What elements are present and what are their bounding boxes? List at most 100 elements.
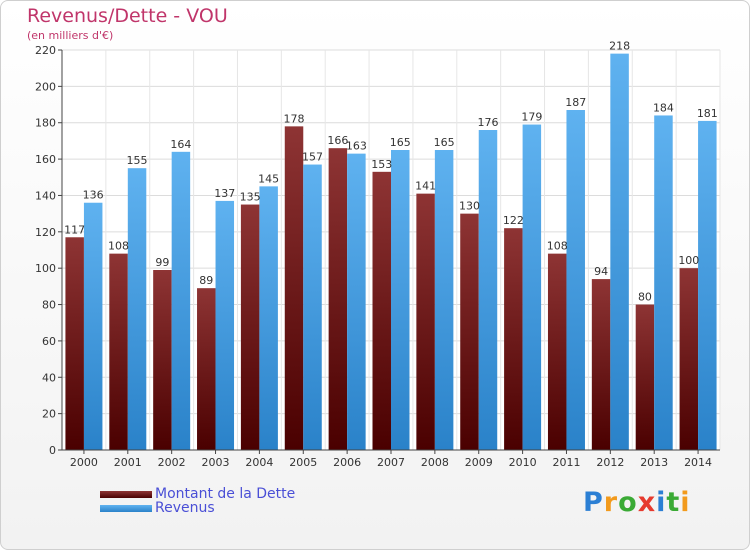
bar-revenus <box>347 153 366 451</box>
bar-revenus <box>83 202 103 450</box>
bar-dette <box>591 279 611 450</box>
bar-dette <box>679 268 699 450</box>
y-tick-label: 40 <box>42 371 56 384</box>
logo-letter: i <box>656 487 667 518</box>
x-tick-label: 2003 <box>202 456 230 469</box>
legend-swatch-dette <box>100 491 152 498</box>
x-tick-label: 2012 <box>596 456 624 469</box>
bar-dette <box>372 171 391 450</box>
logo-letter: x <box>637 487 657 518</box>
y-tick-label: 180 <box>35 117 56 130</box>
bar-revenus <box>391 150 410 450</box>
data-label-revenus: 145 <box>258 172 279 185</box>
x-tick-label: 2000 <box>70 456 98 469</box>
data-label-dette: 89 <box>199 274 213 287</box>
bar-revenus <box>215 200 235 450</box>
legend-item-revenus: Revenus <box>100 500 400 516</box>
data-label-dette: 94 <box>594 265 608 278</box>
bar-revenus <box>259 186 278 450</box>
data-label-revenus: 184 <box>653 101 674 114</box>
x-tick-label: 2007 <box>377 456 405 469</box>
data-label-revenus: 181 <box>697 107 718 120</box>
data-label-dette: 141 <box>415 180 436 193</box>
x-tick-label: 2010 <box>509 456 537 469</box>
legend-item-dette: Montant de la Dette <box>100 486 400 502</box>
data-label-dette: 130 <box>459 200 480 213</box>
logo-letter: i <box>680 487 691 518</box>
data-label-revenus: 155 <box>127 154 148 167</box>
x-tick-label: 2009 <box>465 456 493 469</box>
data-label-revenus: 187 <box>565 96 586 109</box>
data-label-dette: 135 <box>240 191 261 204</box>
logo-letter: o <box>618 487 638 518</box>
y-tick-label: 0 <box>49 444 56 457</box>
y-tick-label: 80 <box>42 299 56 312</box>
x-tick-label: 2008 <box>421 456 449 469</box>
data-label-dette: 117 <box>64 223 85 236</box>
x-tick-label: 2004 <box>245 456 273 469</box>
bar-dette <box>109 253 128 450</box>
legend-swatch-revenus <box>100 505 152 512</box>
proxiti-logo: Proxiti <box>583 487 691 518</box>
y-tick-label: 140 <box>35 189 56 202</box>
bar-revenus <box>654 115 673 451</box>
data-label-dette: 100 <box>678 254 699 267</box>
bar-revenus <box>698 120 717 450</box>
data-label-revenus: 164 <box>170 138 191 151</box>
data-label-dette: 80 <box>638 291 652 304</box>
logo-letter: t <box>666 487 681 518</box>
data-label-revenus: 137 <box>214 187 235 200</box>
bar-dette <box>328 148 348 450</box>
x-tick-label: 2014 <box>684 456 712 469</box>
data-label-revenus: 179 <box>521 111 542 124</box>
logo-letter: r <box>603 487 619 518</box>
bar-revenus <box>171 151 191 450</box>
bar-dette <box>460 213 479 450</box>
bar-revenus <box>566 110 585 450</box>
bar-dette <box>65 237 84 450</box>
y-tick-label: 100 <box>35 262 56 275</box>
data-label-dette: 99 <box>155 256 169 269</box>
y-tick-label: 120 <box>35 226 56 239</box>
data-label-revenus: 157 <box>302 151 323 164</box>
data-label-dette: 166 <box>327 134 348 147</box>
y-tick-label: 20 <box>42 408 56 421</box>
bar-dette <box>197 288 216 450</box>
y-tick-label: 60 <box>42 335 56 348</box>
data-label-dette: 108 <box>108 240 129 253</box>
data-label-dette: 153 <box>371 158 392 171</box>
x-tick-label: 2013 <box>640 456 668 469</box>
bar-dette <box>284 126 304 450</box>
bar-dette <box>504 228 523 450</box>
bar-dette <box>240 204 260 450</box>
bar-revenus <box>478 130 498 450</box>
data-label-revenus: 163 <box>346 140 367 153</box>
logo-letter: P <box>583 487 604 518</box>
x-tick-label: 2011 <box>552 456 580 469</box>
chart-title: Revenus/Dette - VOU <box>27 5 228 27</box>
bar-revenus <box>434 150 454 450</box>
x-tick-label: 2002 <box>158 456 186 469</box>
chart-subtitle: (en milliers d'€) <box>27 29 114 42</box>
y-tick-label: 220 <box>35 44 56 57</box>
bar-dette <box>635 304 655 450</box>
bar-dette <box>416 193 435 451</box>
bar-dette <box>153 270 172 450</box>
x-tick-label: 2005 <box>289 456 317 469</box>
x-tick-label: 2006 <box>333 456 361 469</box>
bar-revenus <box>303 164 322 450</box>
y-tick-label: 160 <box>35 153 56 166</box>
legend-label-revenus: Revenus <box>155 500 215 516</box>
data-label-dette: 178 <box>284 112 305 125</box>
data-label-dette: 108 <box>547 240 568 253</box>
bar-revenus <box>522 124 542 450</box>
bar-revenus <box>610 53 629 451</box>
data-label-revenus: 136 <box>83 189 104 202</box>
data-label-revenus: 218 <box>609 40 630 53</box>
y-tick-label: 200 <box>35 80 56 93</box>
data-label-revenus: 165 <box>390 136 411 149</box>
bar-dette <box>547 253 567 450</box>
x-tick-label: 2001 <box>114 456 142 469</box>
data-label-revenus: 165 <box>434 136 455 149</box>
